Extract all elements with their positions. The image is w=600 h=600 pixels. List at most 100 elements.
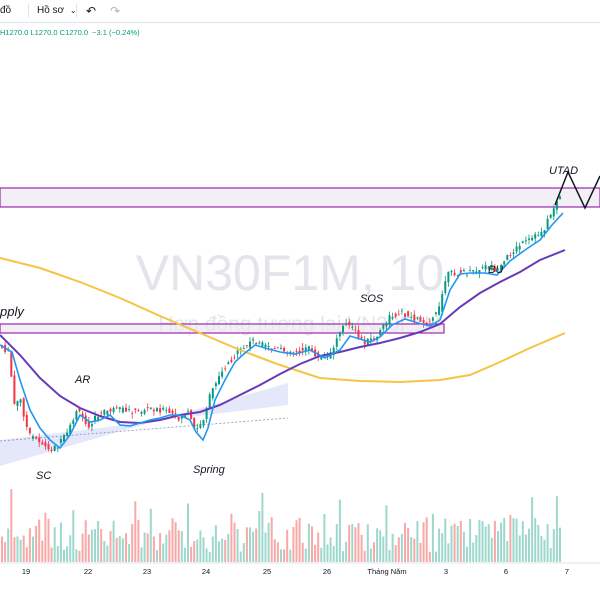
volume-bar — [267, 522, 270, 562]
candle-body — [218, 376, 220, 385]
volume-bar — [329, 537, 332, 562]
volume-bar — [369, 548, 372, 562]
volume-bar — [459, 520, 462, 562]
candle-body — [180, 415, 183, 419]
candle-body — [373, 338, 375, 340]
volume-bar — [478, 520, 481, 562]
volume-bar — [230, 513, 233, 562]
volume-bar — [115, 537, 118, 562]
volume-bar — [354, 527, 357, 562]
volume-bar — [69, 535, 72, 562]
volume-bar — [205, 548, 208, 562]
volume-bar — [227, 533, 230, 562]
volume-bar — [121, 538, 124, 562]
volume-bar — [410, 536, 413, 562]
volume-bar — [171, 518, 174, 562]
candle-body — [342, 325, 344, 332]
undo-button[interactable]: ↶ — [86, 4, 96, 18]
volume-bar — [159, 533, 162, 562]
candle-body — [441, 294, 444, 312]
volume-bar — [385, 505, 388, 562]
candle-body — [165, 409, 168, 411]
volume-bar — [338, 499, 341, 562]
candle-body — [208, 394, 211, 408]
volume-bar — [25, 547, 28, 562]
volume-bar — [546, 524, 549, 562]
volume-bar — [233, 522, 236, 562]
volume-bar — [221, 538, 224, 562]
volume-bar — [487, 524, 490, 562]
volume-bar — [552, 529, 555, 562]
time-axis-tick: 26 — [323, 567, 331, 576]
candle-body — [227, 362, 230, 365]
volume-bar — [28, 528, 31, 562]
toolbar-divider — [28, 4, 29, 18]
watermark-symbol: VN30F1M, 10 — [136, 245, 444, 301]
volume-bar — [193, 541, 196, 562]
volume-bar — [509, 514, 512, 562]
volume-bar — [531, 497, 534, 562]
volume-bar — [559, 527, 561, 562]
candle-body — [490, 265, 493, 268]
volume-bar — [462, 531, 465, 562]
volume-bar — [128, 543, 131, 562]
volume-bar — [106, 545, 109, 562]
candle-body — [546, 218, 549, 229]
volume-bar — [363, 550, 366, 562]
volume-bar — [56, 546, 59, 562]
volume-bar — [94, 529, 96, 562]
volume-bar — [512, 518, 515, 562]
candle-body — [555, 201, 558, 210]
utad-projection-path — [554, 170, 600, 210]
label-ar: AR — [74, 374, 90, 386]
volume-bar — [534, 518, 537, 562]
volume-bar — [431, 513, 434, 562]
volume-bar — [75, 549, 78, 562]
volume-bar — [326, 544, 329, 562]
volume-bar — [388, 549, 391, 562]
candle-body — [469, 269, 472, 271]
candle-body — [75, 411, 78, 420]
candle-body — [481, 267, 484, 269]
volume-bar — [211, 536, 214, 562]
volume-bar — [13, 537, 16, 562]
candle-body — [360, 336, 363, 339]
candle-body — [357, 329, 360, 338]
volume-bar — [218, 541, 220, 562]
candle-body — [245, 345, 248, 347]
candle-body — [404, 313, 406, 317]
candle-body — [242, 348, 245, 349]
candle-body — [109, 408, 112, 412]
volume-bar — [134, 501, 137, 562]
candle-body — [276, 347, 279, 349]
candle-body — [156, 408, 158, 412]
candle-body — [94, 415, 96, 422]
candle-body — [199, 424, 202, 428]
candle-body — [416, 317, 419, 319]
volume-bar — [413, 538, 416, 562]
volume-bar — [348, 524, 351, 562]
volume-bar — [397, 537, 400, 562]
candle-body — [425, 322, 428, 324]
undo-icon: ↶ — [86, 4, 97, 18]
timeframe-menu[interactable]: đồ — [0, 4, 11, 18]
volume-bar — [407, 527, 410, 562]
candle-body — [118, 407, 121, 409]
volume-bar — [252, 531, 255, 562]
volume-bar — [156, 550, 158, 562]
profile-menu[interactable]: Hồ sơ ⌄ — [37, 4, 77, 18]
supply-zone — [0, 323, 445, 334]
candle-body — [397, 314, 400, 316]
candle-body — [280, 347, 282, 349]
volume-bar — [7, 528, 10, 562]
candle-body — [128, 409, 131, 410]
redo-button[interactable]: ↷ — [110, 4, 120, 18]
volume-bar — [125, 533, 127, 562]
legend-change: −3.1 (−0.24%) — [92, 28, 140, 37]
volume-bar — [183, 547, 186, 562]
candle-body — [509, 254, 512, 256]
volume-bar — [35, 525, 38, 562]
candle-body — [10, 352, 13, 377]
volume-bar — [236, 529, 239, 562]
